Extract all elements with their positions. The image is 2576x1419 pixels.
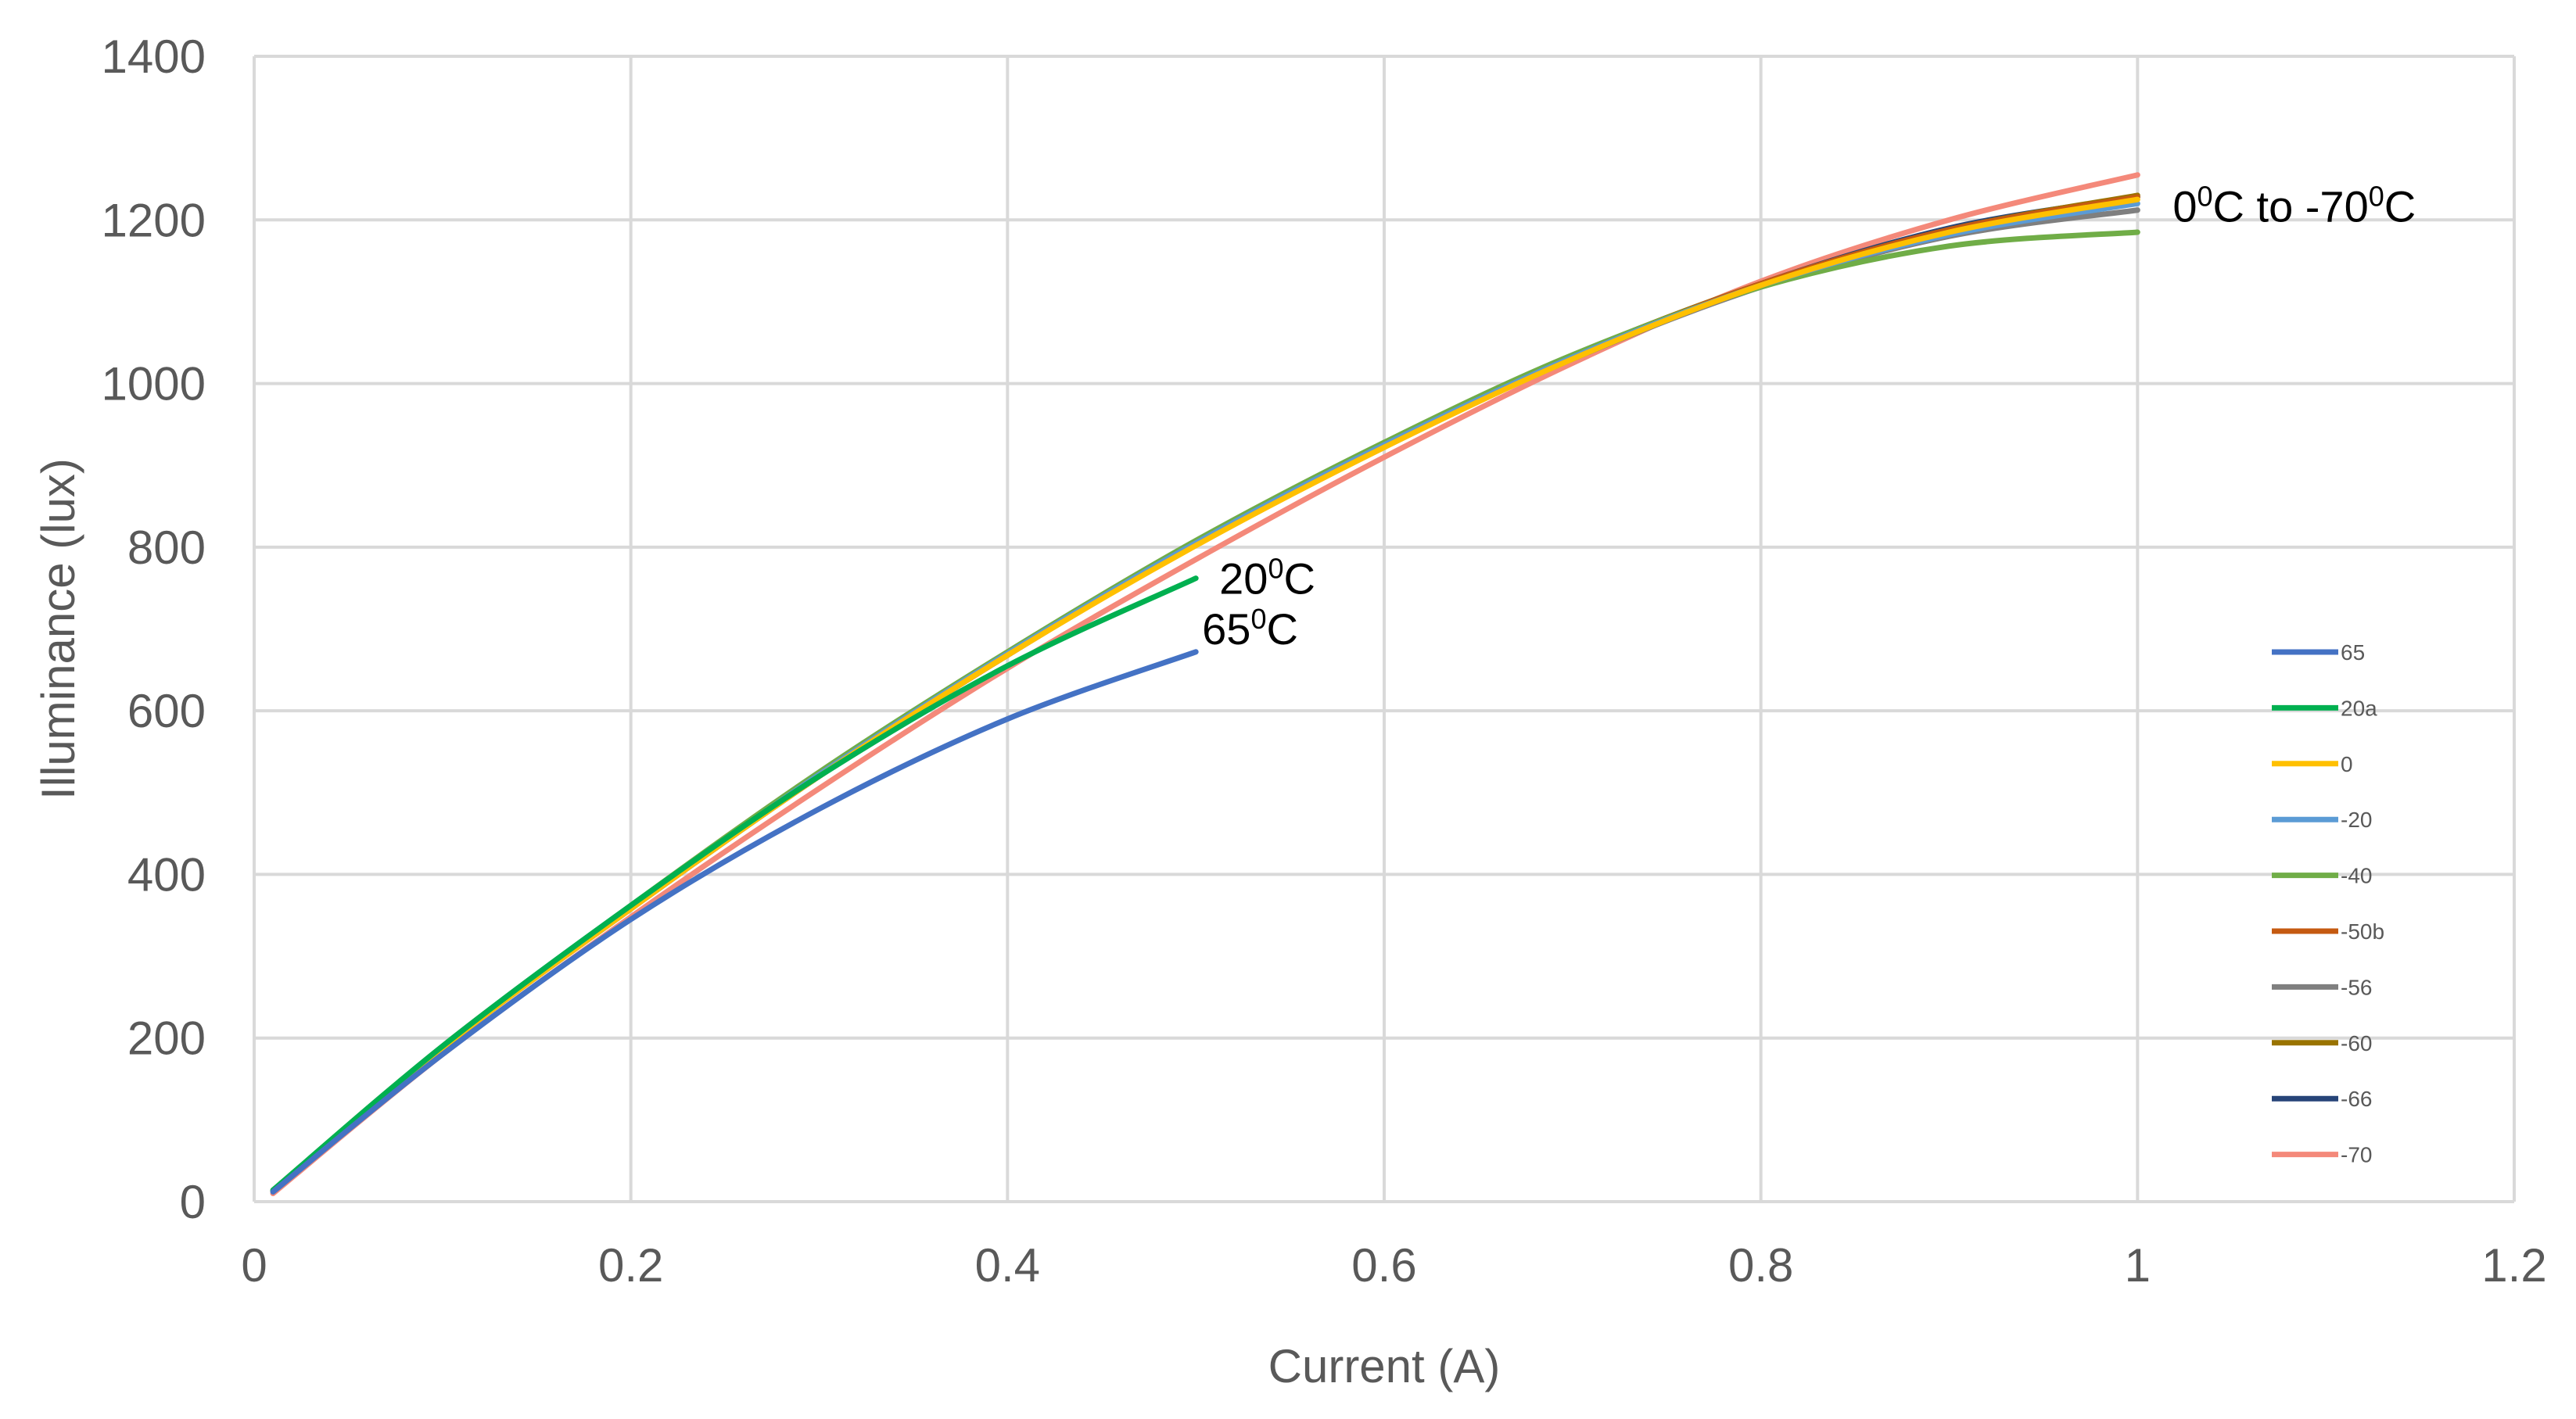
y-tick-labels: 0 200 400 600 800 1000 1200 1400 [102, 30, 206, 1228]
legend-label: -66 [2341, 1087, 2372, 1111]
series-line-65 [270, 649, 1199, 1195]
legend-label: -60 [2341, 1031, 2372, 1055]
y-tick-label: 200 [127, 1012, 206, 1065]
x-tick-label: 0.2 [598, 1239, 663, 1292]
x-tick-label: 0.4 [975, 1239, 1040, 1292]
series-line--50b [270, 194, 2140, 1194]
series-line-20a [270, 575, 1199, 1193]
x-axis-title: Current (A) [1268, 1340, 1501, 1392]
legend-label: -70 [2341, 1143, 2372, 1167]
x-tick-label: 0.8 [1728, 1239, 1793, 1292]
legend-label: 20a [2341, 696, 2377, 720]
series-annotation: 00C to -700C [2172, 180, 2416, 231]
y-tick-label: 1400 [102, 30, 206, 83]
y-tick-label: 0 [180, 1176, 206, 1228]
series-line--70 [270, 172, 2140, 1197]
legend-label: -50b [2341, 919, 2384, 944]
y-tick-label: 800 [127, 521, 206, 574]
legend-label: -40 [2341, 864, 2372, 888]
series-line-0 [270, 196, 2140, 1194]
y-axis-title: Illuminance (lux) [32, 458, 84, 800]
y-tick-label: 1200 [102, 194, 206, 246]
x-tick-label: 0 [241, 1239, 267, 1292]
legend-label: 0 [2341, 752, 2353, 776]
legend-label: -20 [2341, 808, 2372, 832]
y-tick-label: 600 [127, 685, 206, 737]
x-tick-label: 0.6 [1351, 1239, 1416, 1292]
series-line--60 [270, 192, 2140, 1194]
series-line--66 [270, 194, 2140, 1194]
series-line--20 [270, 200, 2140, 1194]
x-tick-label: 1.2 [2481, 1239, 2546, 1292]
series-annotation: 200C [1219, 552, 1315, 604]
y-tick-label: 1000 [102, 358, 206, 410]
series-annotation: 650C [1202, 602, 1298, 654]
legend: 65 20a 0 -20 -40 -50b -56 -60 -66 -70 [2272, 640, 2384, 1167]
data-series [270, 172, 2140, 1197]
x-tick-labels: 0 0.2 0.4 0.6 0.8 1 1.2 [241, 1239, 2546, 1292]
legend-label: 65 [2341, 640, 2365, 665]
x-tick-label: 1 [2125, 1239, 2151, 1292]
gridlines [253, 55, 2516, 1203]
y-tick-label: 400 [127, 848, 206, 901]
series-line--56 [270, 207, 2140, 1194]
legend-label: -56 [2341, 975, 2372, 999]
